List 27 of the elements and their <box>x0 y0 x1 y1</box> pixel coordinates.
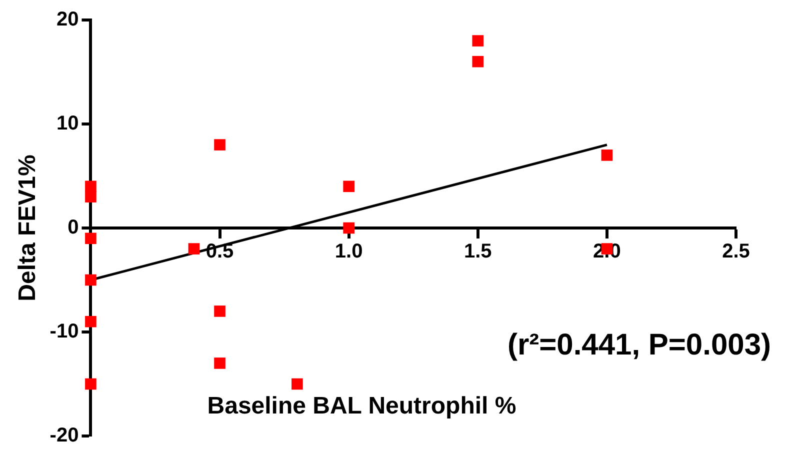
y-tick-label: -10 <box>50 320 79 343</box>
point <box>85 274 96 286</box>
point <box>85 316 96 328</box>
y-tick-label: -20 <box>50 424 79 447</box>
point <box>85 191 96 202</box>
x-axis-title: Baseline BAL Neutrophil % <box>207 392 516 420</box>
x-tick-label: 2.5 <box>722 240 750 263</box>
x-tick-label: 1.0 <box>334 240 363 263</box>
point <box>85 180 96 192</box>
point <box>472 35 484 46</box>
y-tick-label: 20 <box>56 8 79 31</box>
y-tick-label: 10 <box>56 112 79 135</box>
point <box>214 358 226 369</box>
x-tick-label: 1.5 <box>464 240 492 263</box>
point <box>472 56 484 68</box>
y-axis-title: Delta FEV1% <box>14 154 42 302</box>
y-tick-label: 0 <box>68 216 79 239</box>
point <box>214 139 226 150</box>
point <box>85 378 96 390</box>
point <box>343 222 354 234</box>
point <box>343 180 354 192</box>
point <box>601 150 613 161</box>
point <box>85 232 96 244</box>
point <box>214 306 226 317</box>
annotation: (r²=0.441, P=0.003) <box>507 328 771 362</box>
point <box>292 378 303 390</box>
point <box>188 243 200 254</box>
